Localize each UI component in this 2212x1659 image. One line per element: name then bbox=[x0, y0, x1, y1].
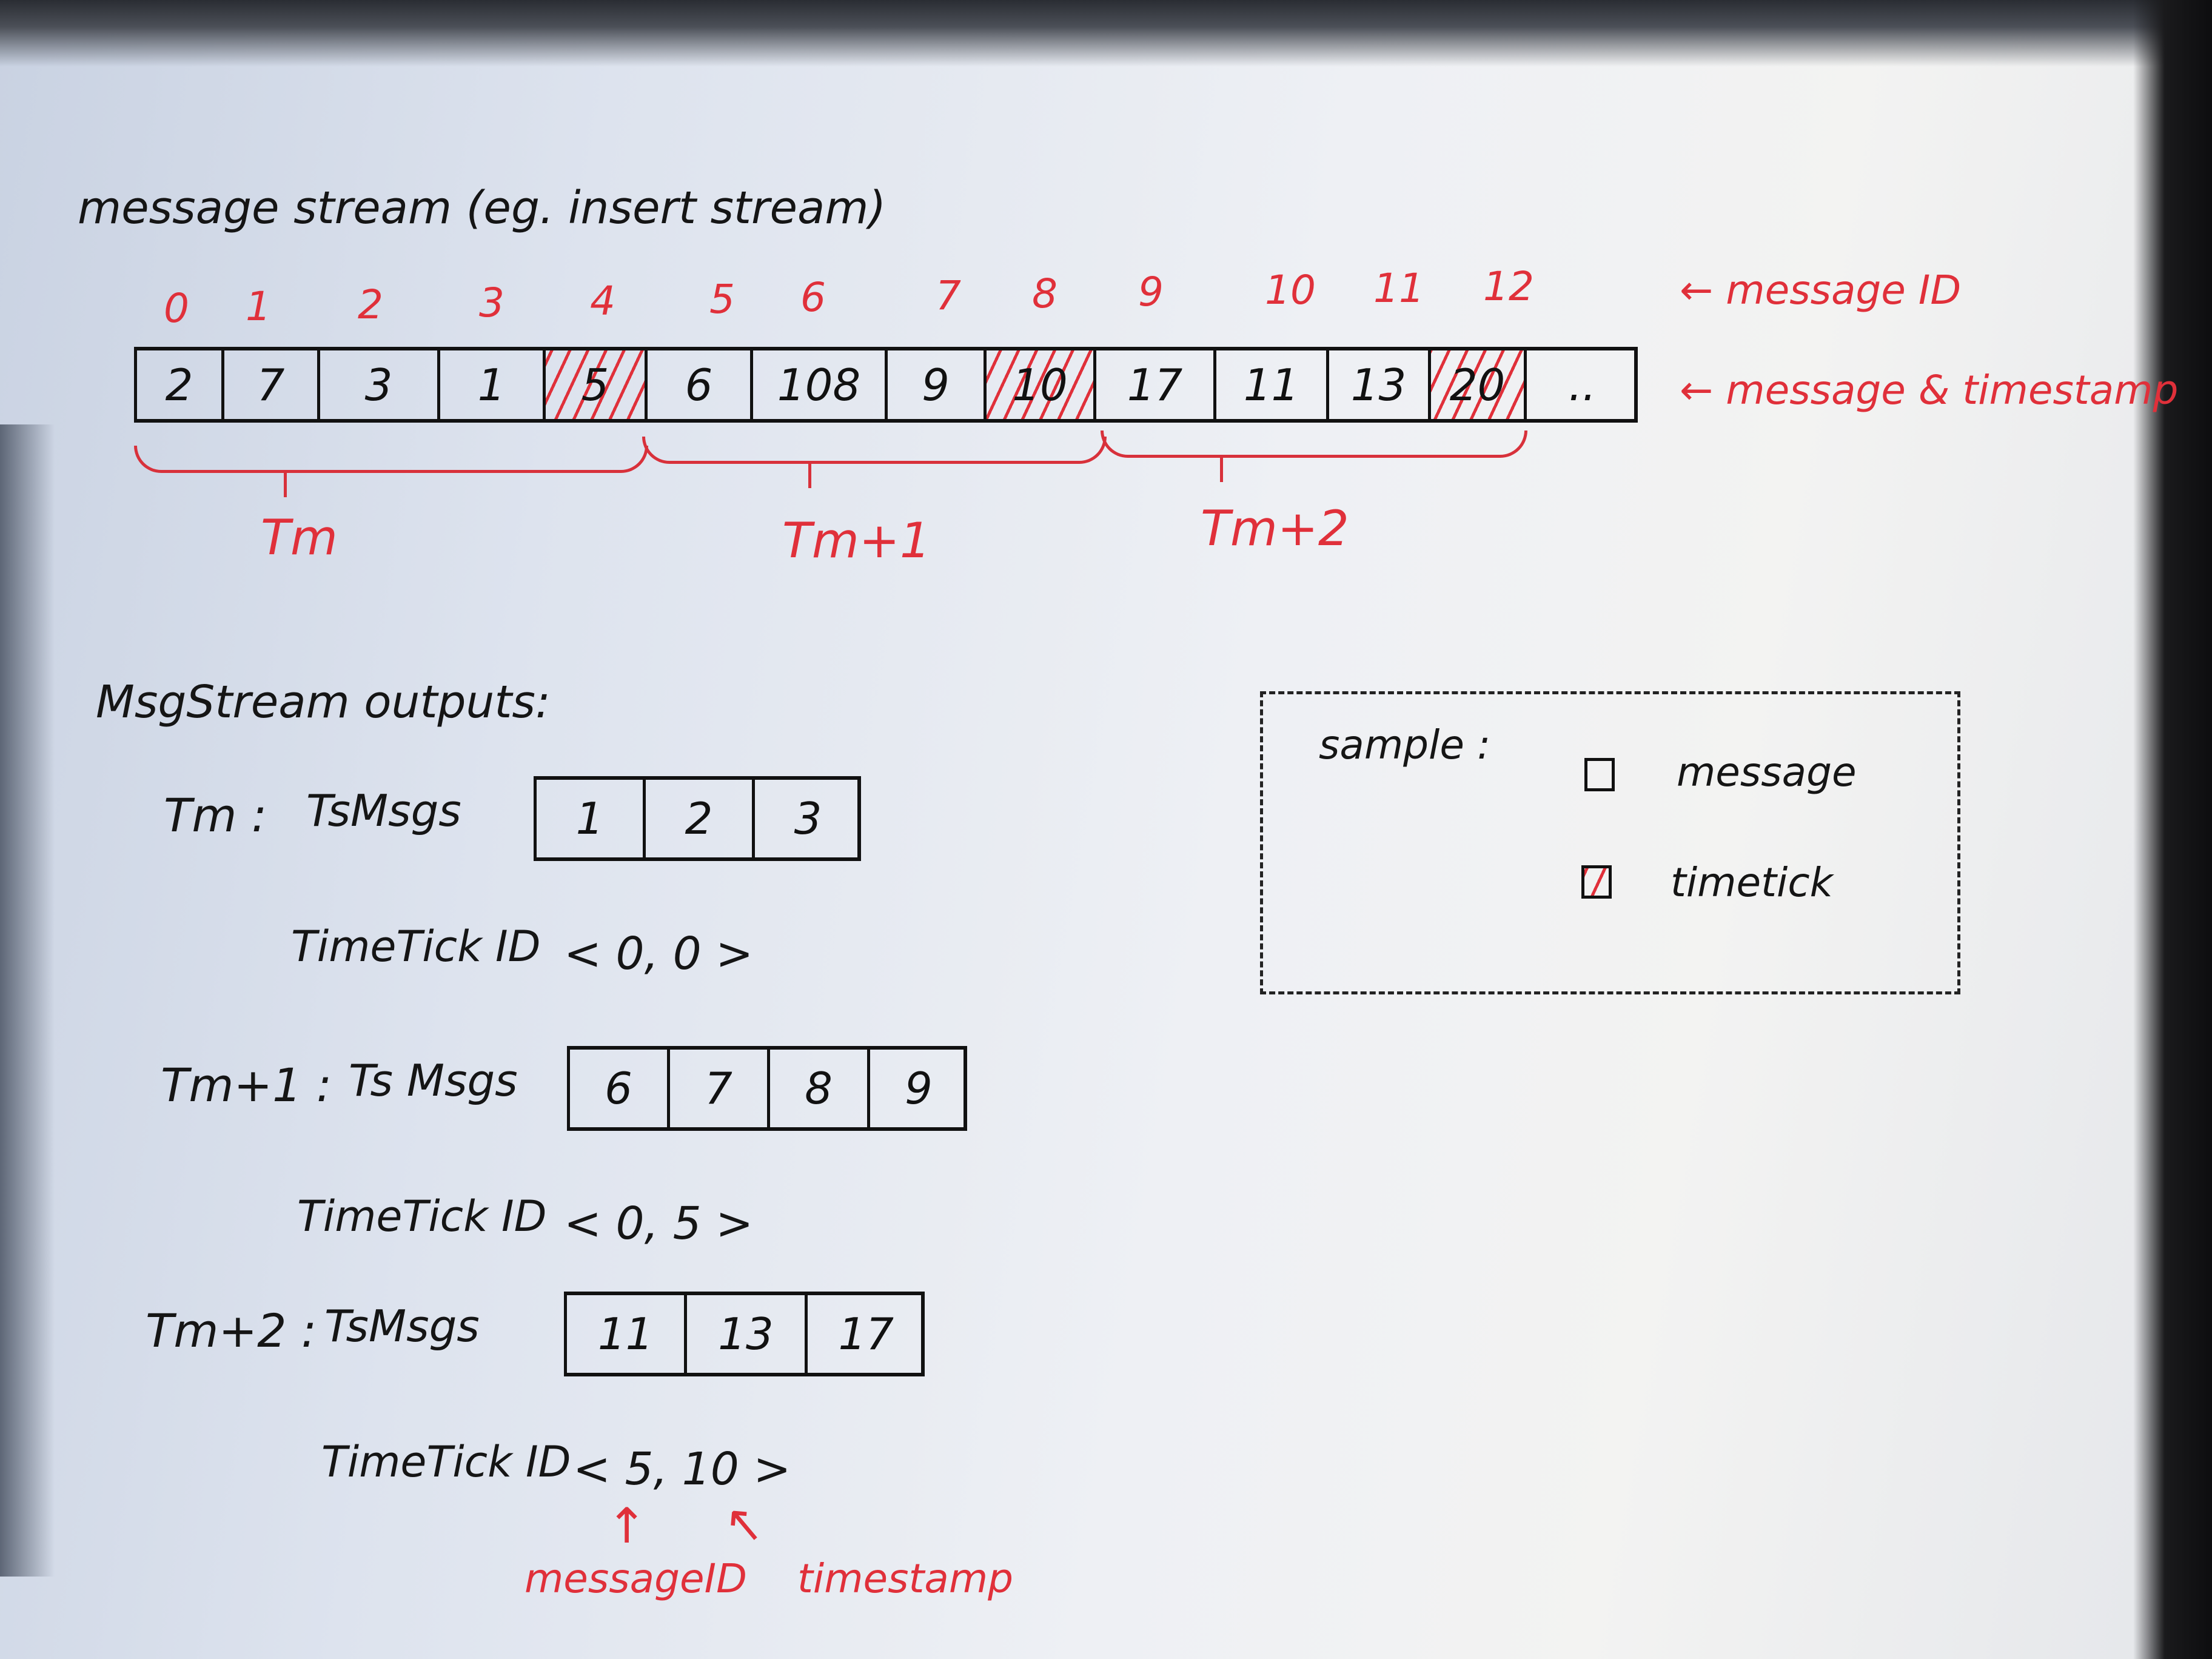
ts-msg-cell: 17 bbox=[804, 1295, 925, 1373]
group-label-tm2: Tm+2 bbox=[1201, 500, 1349, 557]
brace-tip bbox=[284, 470, 287, 497]
message-cell: 13 bbox=[1326, 350, 1428, 419]
message-cell: 3 bbox=[317, 350, 437, 419]
group-label-tm: Tm bbox=[261, 509, 338, 566]
ts-msg-cell: 9 bbox=[867, 1050, 967, 1127]
message-cell: 6 bbox=[645, 350, 750, 419]
output-label: Tm : bbox=[164, 788, 267, 842]
legend-box: sample : message timetick bbox=[1260, 691, 1960, 994]
timetick-cell: 5 bbox=[543, 350, 645, 419]
brace-tm bbox=[134, 446, 648, 473]
timetick-id-value: < 0, 5 > bbox=[564, 1198, 754, 1250]
message-cell: 11 bbox=[1213, 350, 1326, 419]
message-cell: 2 bbox=[134, 350, 221, 419]
arrow-left-icon: ← bbox=[1680, 267, 1714, 313]
timetick-id-value: < 0, 0 > bbox=[564, 928, 754, 980]
message-id-label: 11 bbox=[1373, 265, 1424, 312]
group-label-tm1: Tm+1 bbox=[782, 512, 931, 569]
ts-msg-cell: 13 bbox=[684, 1295, 804, 1373]
timetick-id-label: TimeTick ID bbox=[321, 1437, 571, 1487]
ts-msg-cell: 3 bbox=[752, 780, 861, 857]
message-id-label: 0 bbox=[164, 285, 189, 332]
message-cell: 17 bbox=[1093, 350, 1213, 419]
message-square-icon bbox=[1584, 758, 1615, 791]
message-id-label: 1 bbox=[246, 283, 271, 330]
pointer-message-id: messageID bbox=[525, 1555, 747, 1602]
message-timestamp-annotation: ← message & timestamp bbox=[1680, 367, 2179, 414]
message-id-label: 2 bbox=[358, 281, 383, 328]
message-cell: 108 bbox=[750, 350, 885, 419]
arrow-up-icon: ↑ bbox=[606, 1498, 648, 1554]
outputs-heading: MsgStream outputs: bbox=[96, 676, 551, 728]
message-cell: .. bbox=[1524, 350, 1638, 419]
timetick-cell: 10 bbox=[984, 350, 1093, 419]
ts-msgs-label: TsMsgs bbox=[324, 1301, 480, 1352]
brace-tip bbox=[1220, 455, 1223, 482]
message-stream: 2 7 3 1 5 6 108 9 10 17 11 13 20.. bbox=[134, 347, 1638, 423]
arrow-up-left-icon: ↑ bbox=[711, 1491, 779, 1561]
ts-msg-cell: 7 bbox=[667, 1050, 767, 1127]
legend-message: message bbox=[1677, 749, 1857, 796]
diagram-title: message stream (eg. insert stream) bbox=[78, 182, 886, 234]
output-label: Tm+2 : bbox=[146, 1304, 317, 1358]
timetick-id-label: TimeTick ID bbox=[297, 1191, 547, 1241]
message-cell: 9 bbox=[885, 350, 984, 419]
output-label: Tm+1 : bbox=[161, 1058, 332, 1112]
message-id-label: 9 bbox=[1138, 269, 1164, 315]
timetick-id-label: TimeTick ID bbox=[291, 922, 541, 971]
legend-timetick: timetick bbox=[1671, 859, 1833, 906]
ts-msg-cell: 6 bbox=[567, 1050, 667, 1127]
ts-msgs-box: 11 13 17 bbox=[564, 1292, 925, 1376]
message-id-label: 8 bbox=[1032, 270, 1057, 317]
brace-tip bbox=[808, 461, 811, 488]
message-id-label: 5 bbox=[709, 276, 735, 323]
ts-msg-cell: 11 bbox=[564, 1295, 684, 1373]
message-cell: 7 bbox=[221, 350, 317, 419]
message-id-annotation: ← message ID bbox=[1680, 267, 1962, 313]
photo-edge-right bbox=[2133, 0, 2212, 1659]
photo-shadow-left bbox=[0, 424, 55, 1577]
timetick-square-icon bbox=[1581, 865, 1612, 899]
ts-msg-cell: 2 bbox=[643, 780, 752, 857]
message-id-label: 3 bbox=[479, 280, 504, 326]
message-id-label: 10 bbox=[1265, 267, 1316, 313]
ts-msg-cell: 1 bbox=[534, 780, 643, 857]
message-id-label: 12 bbox=[1483, 263, 1534, 310]
timetick-id-value: < 5, 10 > bbox=[573, 1443, 791, 1495]
message-id-label: 4 bbox=[590, 278, 615, 324]
message-id-label: 7 bbox=[936, 272, 961, 319]
timetick-cell: 20 bbox=[1428, 350, 1524, 419]
arrow-left-icon: ← bbox=[1680, 367, 1714, 414]
brace-tm1 bbox=[642, 437, 1107, 464]
message-id-label: 6 bbox=[800, 274, 826, 321]
brace-tm2 bbox=[1101, 431, 1527, 458]
photo-edge-top bbox=[0, 0, 2212, 67]
ts-msg-cell: 8 bbox=[767, 1050, 867, 1127]
pointer-timestamp: timestamp bbox=[797, 1555, 1014, 1602]
legend-title: sample : bbox=[1319, 722, 1491, 768]
message-cell: 1 bbox=[437, 350, 543, 419]
ts-msgs-label: Ts Msgs bbox=[349, 1055, 518, 1106]
ts-msgs-label: TsMsgs bbox=[306, 785, 461, 836]
